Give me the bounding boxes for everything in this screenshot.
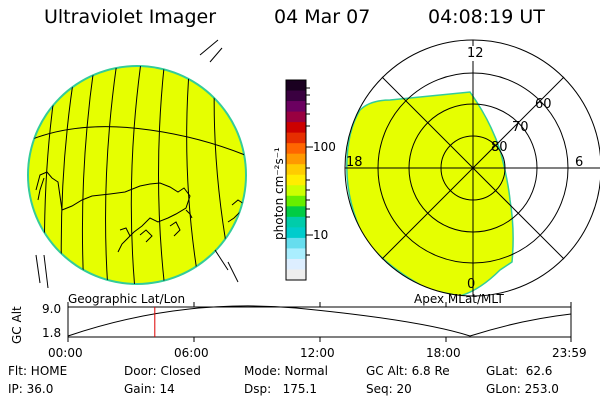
- colorbar-stripe: [286, 111, 306, 123]
- xtick-2359: 23:59: [552, 346, 587, 360]
- colorbar-stripe: [286, 227, 306, 239]
- mlat-label-60: 60: [535, 97, 552, 112]
- footer-mode: Mode: Normal: [244, 364, 328, 378]
- title: Ultraviolet Imager: [44, 6, 217, 28]
- xtick-1800: 18:00: [426, 346, 461, 360]
- colorbar-stripe: [286, 80, 306, 92]
- colorbar-stripe: [286, 185, 306, 197]
- colorbar-unit-label: photon cm⁻²s⁻¹: [272, 147, 286, 240]
- time-label: 04:08:19 UT: [428, 6, 545, 28]
- footer-door: Door: Closed: [124, 364, 201, 378]
- colorbar: [286, 80, 306, 281]
- altitude-plot: [67, 302, 572, 342]
- colorbar-stripe: [286, 248, 306, 260]
- colorbar-stripe: [286, 258, 306, 271]
- colorbar-stripe: [286, 206, 306, 218]
- xtick-0600: 06:00: [174, 346, 209, 360]
- mlt-label-12: 12: [466, 46, 485, 61]
- mlt-label-18: 18: [346, 155, 363, 170]
- footer-gcalt: GC Alt: 6.8 Re: [366, 364, 450, 378]
- colorbar-stripe: [286, 153, 306, 165]
- mlat-label-70: 70: [512, 120, 529, 135]
- left-panel-caption: Geographic Lat/Lon: [68, 292, 186, 306]
- colorbar-stripe: [286, 101, 306, 113]
- colorbar-stripe: [286, 174, 306, 186]
- mlt-label-0: 0: [467, 277, 476, 292]
- footer-glat: GLat: 62.6: [486, 364, 553, 378]
- colorbar-stripe: [286, 132, 306, 144]
- geographic-image: [27, 39, 247, 289]
- right-panel-caption: Apex MLat/MLT: [414, 292, 504, 306]
- xtick-0000: 00:00: [48, 346, 83, 360]
- colorbar-stripe: [286, 195, 306, 207]
- colorbar-tick-10: 10: [313, 228, 329, 242]
- colorbar-tick-100: 100: [313, 140, 336, 154]
- altitude-ylabel: GC Alt: [10, 306, 24, 344]
- colorbar-stripe: [286, 143, 306, 155]
- colorbar-stripe: [286, 216, 306, 228]
- footer-ip: IP: 36.0: [8, 382, 54, 396]
- date-label: 04 Mar 07: [274, 6, 371, 28]
- colorbar-stripe: [286, 237, 306, 250]
- footer-glon: GLon: 253.0: [486, 382, 559, 396]
- colorbar-stripe: [286, 90, 306, 102]
- polar-image: [344, 39, 600, 297]
- altitude-ymin: 1.8: [42, 326, 62, 340]
- footer-seq: Seq: 20: [366, 382, 412, 396]
- mlt-label-6: 6: [575, 155, 584, 170]
- mlat-label-80: 80: [491, 140, 508, 155]
- colorbar-stripe: [286, 164, 306, 176]
- altitude-ymax: 9.0: [42, 302, 62, 316]
- footer-flt: Flt: HOME: [8, 364, 68, 378]
- xtick-1200: 12:00: [300, 346, 335, 360]
- colorbar-stripe: [286, 269, 306, 281]
- colorbar-stripe: [286, 122, 306, 134]
- footer-dsp: Dsp: 175.1: [244, 382, 317, 396]
- footer-gain: Gain: 14: [124, 382, 175, 396]
